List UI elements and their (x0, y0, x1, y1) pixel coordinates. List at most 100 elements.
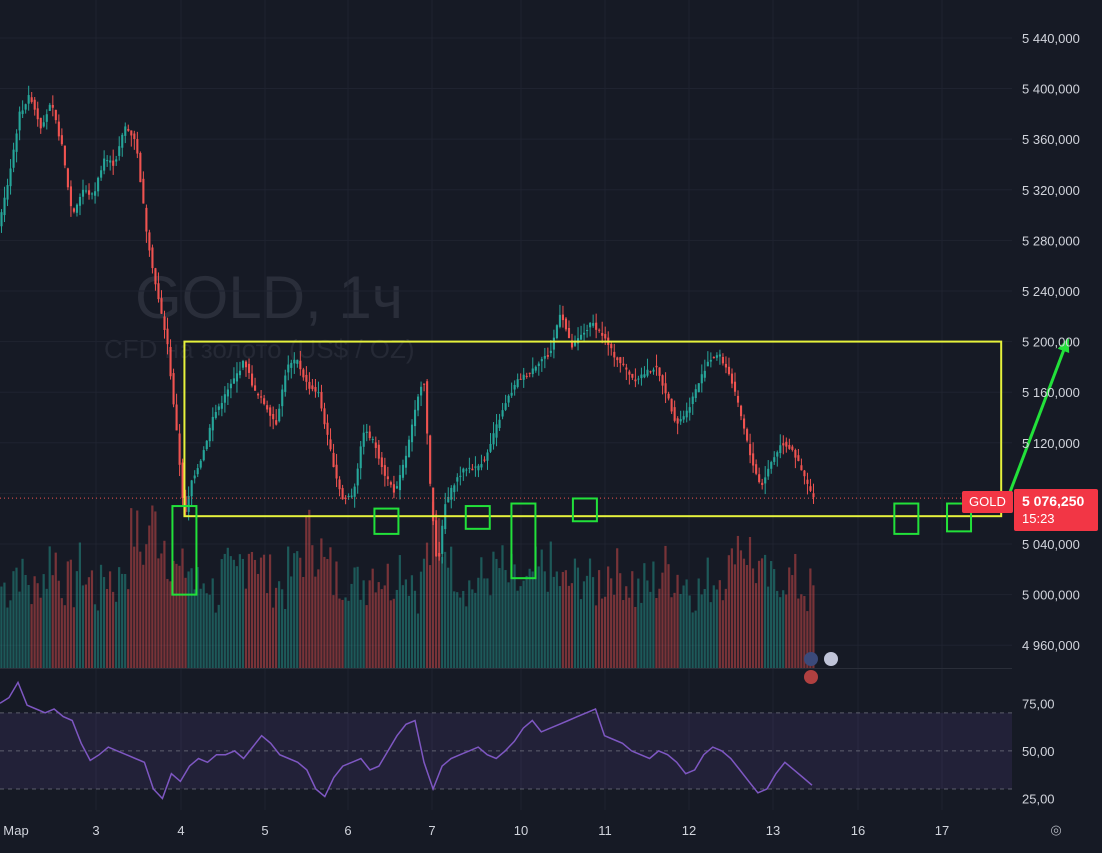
event-icons[interactable] (804, 650, 844, 684)
us-flag-icon[interactable] (824, 651, 839, 666)
candle-body (465, 469, 468, 471)
candlesticks[interactable] (0, 85, 1012, 564)
candle-body (196, 468, 199, 475)
volume-bar (314, 576, 317, 668)
candle-body (386, 476, 389, 480)
volume-bar (610, 578, 613, 668)
candle-body (739, 405, 743, 417)
candle-body (317, 392, 320, 394)
volume-bar (419, 571, 423, 668)
candle-body (39, 117, 42, 129)
candle-body (700, 374, 703, 384)
candle-body (124, 126, 127, 136)
candle-body (468, 467, 471, 469)
candle-body (604, 334, 607, 339)
rsi-tick-label: 25,00 (1022, 791, 1055, 806)
volume-bar (60, 598, 63, 668)
volume-bar (754, 583, 758, 668)
volume-bar (706, 557, 709, 668)
lightning-icon[interactable] (804, 651, 818, 666)
volume-bar (211, 578, 214, 668)
volume-bar (187, 571, 190, 668)
candle-body (311, 385, 314, 390)
volume-bar (247, 553, 251, 668)
support-marker-box (171, 505, 198, 596)
candle-body (305, 374, 308, 382)
candle-body (459, 475, 462, 477)
volume-bar (471, 589, 474, 668)
support-marker-box (571, 497, 598, 523)
volume-bar (785, 594, 788, 668)
candle-body (350, 495, 353, 497)
candle-body (733, 381, 737, 392)
candle-body (528, 372, 531, 374)
price-tick-label: 5 320,000 (1022, 183, 1080, 198)
volume-bar (87, 577, 91, 668)
time-tick-label: 12 (682, 823, 696, 838)
time-tick-label: 6 (344, 823, 351, 838)
candle-body (809, 486, 812, 491)
volume-bar (118, 567, 121, 668)
candle-body (764, 477, 767, 484)
volume-bar (525, 575, 528, 668)
volume-bar (271, 607, 275, 668)
candle-body (202, 450, 205, 461)
flag-icon[interactable] (804, 669, 818, 684)
candle-body (622, 363, 625, 365)
volume-bar (549, 541, 552, 668)
candle-body (438, 553, 441, 557)
candle-body (477, 465, 480, 471)
candle-body (694, 389, 697, 399)
drawing-annotations[interactable] (171, 337, 1070, 596)
candle-body (395, 486, 398, 489)
auto-scale-icon[interactable]: ◎ (1050, 822, 1062, 837)
volume-bar (145, 544, 148, 668)
candle-body (800, 465, 803, 471)
volume-bar (534, 546, 537, 668)
rsi-pane[interactable] (0, 680, 1012, 800)
candle-body (429, 435, 432, 484)
candle-body (435, 520, 438, 557)
volume-bar (30, 604, 33, 668)
time-scale[interactable]: Мар 3 4 5 6 7 10 11 12 13 16 17 (3, 823, 949, 838)
volume-bar (803, 596, 806, 668)
candle-body (558, 314, 561, 327)
volume-bar (616, 548, 619, 668)
candle-body (154, 268, 157, 285)
candle-body (634, 379, 637, 382)
volume-bar (465, 606, 468, 668)
volume-bar (223, 553, 226, 668)
candle-body (368, 431, 371, 439)
candle-body (250, 373, 254, 386)
volume-bar (102, 577, 106, 668)
volume-bar (416, 613, 420, 668)
candle-body (531, 368, 534, 375)
volume-bar (745, 565, 749, 668)
candle-body (643, 374, 646, 378)
volume-bar (6, 607, 9, 668)
volume-bar (392, 598, 395, 668)
volume-bar (3, 582, 6, 668)
volume-bar (661, 572, 664, 668)
candle-body (263, 398, 266, 404)
candle-body (724, 363, 728, 368)
candle-body (595, 322, 598, 330)
candle-body (30, 97, 33, 102)
volume-bar (259, 557, 263, 668)
volume-bar (576, 567, 580, 668)
volume-bar (45, 588, 48, 668)
candle-body (561, 314, 565, 321)
candle-body (377, 444, 380, 459)
candle-body (492, 433, 495, 445)
volume-bar (688, 595, 691, 668)
candle-body (540, 359, 543, 362)
price-tick-label: 5 000,000 (1022, 588, 1080, 603)
candle-body (232, 378, 235, 384)
volume-bar (398, 555, 401, 668)
candle-body (441, 525, 444, 554)
volume-bar (317, 569, 320, 668)
volume-bar (413, 590, 417, 668)
